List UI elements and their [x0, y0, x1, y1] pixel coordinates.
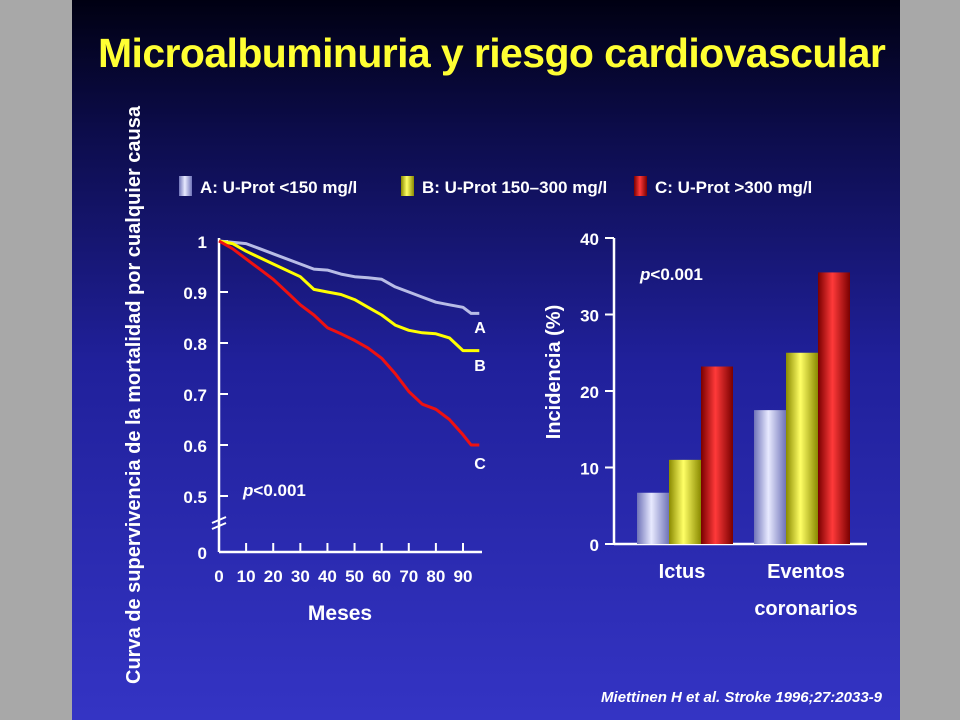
legend-swatch-b — [401, 176, 414, 196]
legend-swatch-c — [634, 176, 647, 196]
survival-chart: Curva de supervivencia de la mortalidad … — [123, 105, 486, 684]
survival-x-tick-label: 20 — [264, 567, 283, 586]
legend-item-a: A: U-Prot <150 mg/l — [179, 176, 357, 197]
legend-label-a: A: U-Prot <150 mg/l — [200, 178, 357, 197]
slide-title: Microalbuminuria y riesgo cardiovascular — [98, 30, 886, 76]
survival-x-tick-label: 80 — [426, 567, 445, 586]
survival-line-b — [218, 239, 480, 353]
survival-p-rest: <0.001 — [253, 481, 305, 500]
survival-y-tick-label: 0.9 — [183, 284, 207, 303]
slide: Microalbuminuria y riesgo cardiovascular… — [72, 0, 900, 720]
survival-line-a — [218, 239, 480, 315]
survival-p-letter: p — [242, 481, 253, 500]
survival-curve-label-a: A — [474, 320, 486, 337]
survival-curve-label-b: B — [474, 358, 486, 375]
bar-y-tick-label: 10 — [580, 460, 599, 479]
bar-y-axis-label: Incidencia (%) — [543, 305, 565, 439]
survival-x-tick-label: 10 — [237, 567, 256, 586]
survival-x-tick-label: 70 — [399, 567, 418, 586]
survival-x-tick-label: 0 — [214, 567, 223, 586]
survival-y-tick-label: 0.7 — [183, 386, 207, 405]
survival-y-tick-label: 0.8 — [183, 335, 207, 354]
survival-curve-label-c: C — [474, 456, 486, 473]
citation: Miettinen H et al. Stroke 1996;27:2033-9 — [601, 689, 883, 706]
charts-canvas: A: U-Prot <150 mg/l B: U-Prot 150–300 mg… — [123, 105, 883, 706]
survival-x-tick-label: 90 — [454, 567, 473, 586]
bar-p-letter: p — [639, 265, 650, 284]
bar-b-eventos — [786, 352, 818, 544]
legend-item-b: B: U-Prot 150–300 mg/l — [401, 176, 607, 197]
survival-y-tick-label: 0 — [198, 544, 207, 563]
bar-b-ictus — [669, 459, 701, 544]
bar-category-label: Ictus — [659, 561, 706, 583]
legend-label-c: C: U-Prot >300 mg/l — [655, 178, 812, 197]
survival-y-tick-label: 0.5 — [183, 488, 207, 507]
survival-y-axis-label: Curva de supervivencia de la mortalidad … — [123, 105, 145, 684]
survival-x-tick-label: 60 — [372, 567, 391, 586]
bar-p-rest: <0.001 — [650, 265, 702, 284]
incidence-bar-chart: Incidencia (%) p<0.001 0 10 20 30 40 Ictus Eve… — [543, 230, 867, 620]
bar-a-ictus — [637, 492, 669, 544]
bar-y-tick-label: 30 — [580, 307, 599, 326]
survival-x-tick-label: 50 — [345, 567, 364, 586]
survival-axis-break — [211, 522, 227, 530]
bar-c-eventos — [818, 272, 850, 544]
survival-y-tick-label: 1 — [198, 233, 207, 252]
survival-x-tick-label: 30 — [291, 567, 310, 586]
survival-line-c — [218, 239, 480, 447]
survival-y-tick-label: 0.6 — [183, 437, 207, 456]
bar-y-tick-label: 40 — [580, 230, 599, 249]
legend-label-b: B: U-Prot 150–300 mg/l — [422, 178, 607, 197]
legend: A: U-Prot <150 mg/l B: U-Prot 150–300 mg… — [179, 176, 812, 197]
survival-axis-break — [211, 516, 227, 524]
legend-item-c: C: U-Prot >300 mg/l — [634, 176, 812, 197]
bar-category-label: Eventos — [767, 561, 845, 583]
bar-a-eventos — [754, 410, 786, 544]
bar-y-tick-label: 20 — [580, 383, 599, 402]
bar-c-ictus — [701, 366, 733, 544]
survival-x-tick-label: 40 — [318, 567, 337, 586]
bar-category-label: coronarios — [754, 598, 857, 620]
bar-y-tick-label: 0 — [590, 536, 599, 555]
legend-swatch-a — [179, 176, 192, 196]
bar-p-value: p<0.001 — [639, 265, 703, 284]
survival-x-axis-label: Meses — [308, 602, 372, 625]
survival-p-value: p<0.001 — [242, 481, 306, 500]
